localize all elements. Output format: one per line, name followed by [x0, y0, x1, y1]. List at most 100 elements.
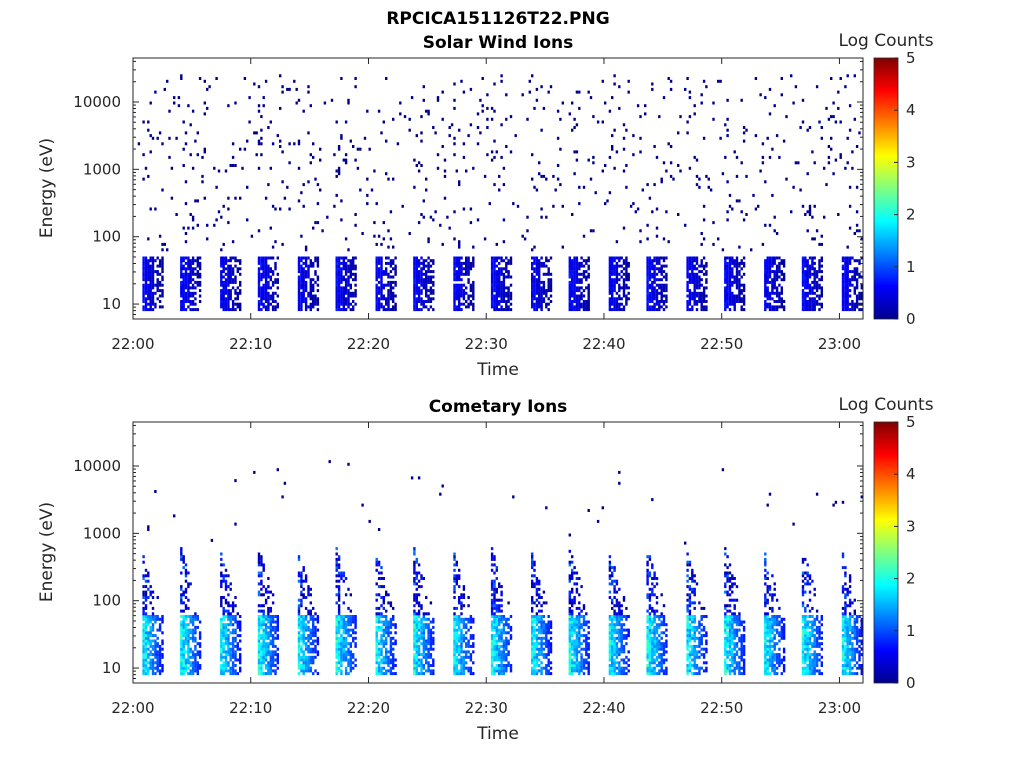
spectrogram-cell [425, 289, 428, 293]
spectrogram-cell [227, 300, 230, 303]
spectrogram-cell [382, 661, 385, 665]
spectrogram-cell [156, 615, 159, 618]
spectrogram-cell [813, 272, 816, 276]
spectrogram-cell [611, 96, 614, 100]
spectrogram-cell [662, 259, 666, 263]
spectrogram-cell [302, 272, 305, 276]
spectrogram-cell [832, 172, 835, 176]
spectrogram-cell [693, 302, 696, 306]
spectrogram-cell [705, 270, 708, 274]
spectrogram-cell [733, 275, 736, 279]
spectrogram-cell [380, 275, 383, 279]
spectrogram-cell [811, 308, 814, 312]
spectrogram-cell [377, 612, 381, 616]
spectrogram-cell [191, 261, 195, 265]
spectrogram-cell [239, 658, 242, 662]
spectrogram-cell [662, 161, 666, 165]
spectrogram-cell [377, 639, 381, 643]
spectrogram-cell [335, 664, 338, 667]
spectrogram-cell [392, 308, 395, 312]
spectrogram-cell [573, 150, 576, 154]
spectrogram-cell [319, 147, 322, 151]
spectrogram-cell [811, 150, 814, 154]
spectrogram-cell [733, 259, 736, 263]
spectrogram-cell [467, 267, 470, 271]
spectrogram-cell [458, 669, 461, 673]
spectrogram-cell [394, 267, 397, 271]
spectrogram-cell [771, 264, 774, 268]
spectrogram-cell [846, 286, 849, 290]
spectrogram-cell [413, 261, 416, 265]
spectrogram-cell [144, 568, 148, 572]
spectrogram-cell [804, 302, 807, 306]
spectrogram-cell [462, 593, 466, 597]
spectrogram-cell [608, 280, 612, 284]
spectrogram-cell [309, 615, 312, 618]
spectrogram-cell [297, 615, 301, 618]
spectrogram-cell [839, 120, 842, 124]
spectrogram-cell [271, 270, 275, 274]
spectrogram-cell [820, 126, 823, 129]
spectrogram-cell [490, 278, 494, 282]
spectrogram-cell [735, 275, 739, 279]
spectrogram-cell [413, 286, 416, 290]
spectrogram-cell [147, 596, 150, 599]
spectrogram-cell [142, 278, 145, 282]
spectrogram-cell [498, 270, 501, 274]
spectrogram-cell [191, 655, 195, 659]
spectrogram-cell [234, 196, 237, 200]
spectrogram-cell [142, 560, 145, 564]
spectrogram-cell [571, 280, 574, 284]
spectrogram-cell [309, 658, 312, 662]
spectrogram-cell [422, 639, 425, 643]
spectrogram-cell [533, 305, 536, 309]
spectrogram-cell [855, 267, 859, 271]
spectrogram-cell [180, 74, 183, 78]
spectrogram-cell [297, 300, 301, 303]
spectrogram-cell [467, 294, 470, 298]
spectrogram-cell [589, 177, 593, 181]
spectrogram-cell [198, 294, 202, 298]
spectrogram-cell [413, 639, 416, 643]
spectrogram-cell [768, 272, 772, 276]
spectrogram-cell [227, 601, 230, 605]
spectrogram-cell [625, 286, 628, 290]
spectrogram-cell [394, 642, 397, 646]
spectrogram-cell [158, 650, 162, 654]
spectrogram-cell [465, 661, 468, 665]
spectrogram-cell [688, 278, 692, 282]
spectrogram-cell [801, 275, 805, 279]
spectrogram-cell [415, 620, 418, 624]
spectrogram-cell [274, 291, 277, 295]
spectrogram-cell [194, 631, 197, 635]
spectrogram-cell [342, 289, 345, 293]
spectrogram-cell [257, 666, 261, 670]
spectrogram-cell [432, 270, 435, 274]
spectrogram-cell [227, 267, 230, 271]
spectrogram-cell [467, 264, 470, 268]
spectrogram-cell [620, 308, 623, 312]
spectrogram-cell [335, 174, 338, 178]
spectrogram-cell [427, 647, 430, 651]
spectrogram-cell [302, 655, 305, 659]
spectrogram-cell [203, 101, 206, 105]
spectrogram-cell [415, 574, 418, 578]
spectrogram-cell [415, 291, 418, 295]
spectrogram-cell [309, 655, 312, 659]
spectrogram-cell [472, 620, 475, 624]
spectrogram-cell [194, 655, 197, 659]
spectrogram-cell [844, 289, 847, 293]
spectrogram-cell [846, 267, 849, 271]
spectrogram-cell [337, 650, 341, 654]
spectrogram-cell [142, 291, 145, 295]
spectrogram-cell [453, 661, 456, 665]
spectrogram-cell [505, 291, 508, 295]
spectrogram-cell [782, 272, 786, 276]
spectrogram-cell [427, 634, 430, 638]
spectrogram-cell [380, 256, 383, 260]
spectrogram-cell [808, 302, 812, 306]
spectrogram-cell [493, 261, 496, 265]
spectrogram-cell [274, 240, 277, 244]
spectrogram-cell [337, 555, 341, 559]
spectrogram-cell [297, 286, 301, 290]
